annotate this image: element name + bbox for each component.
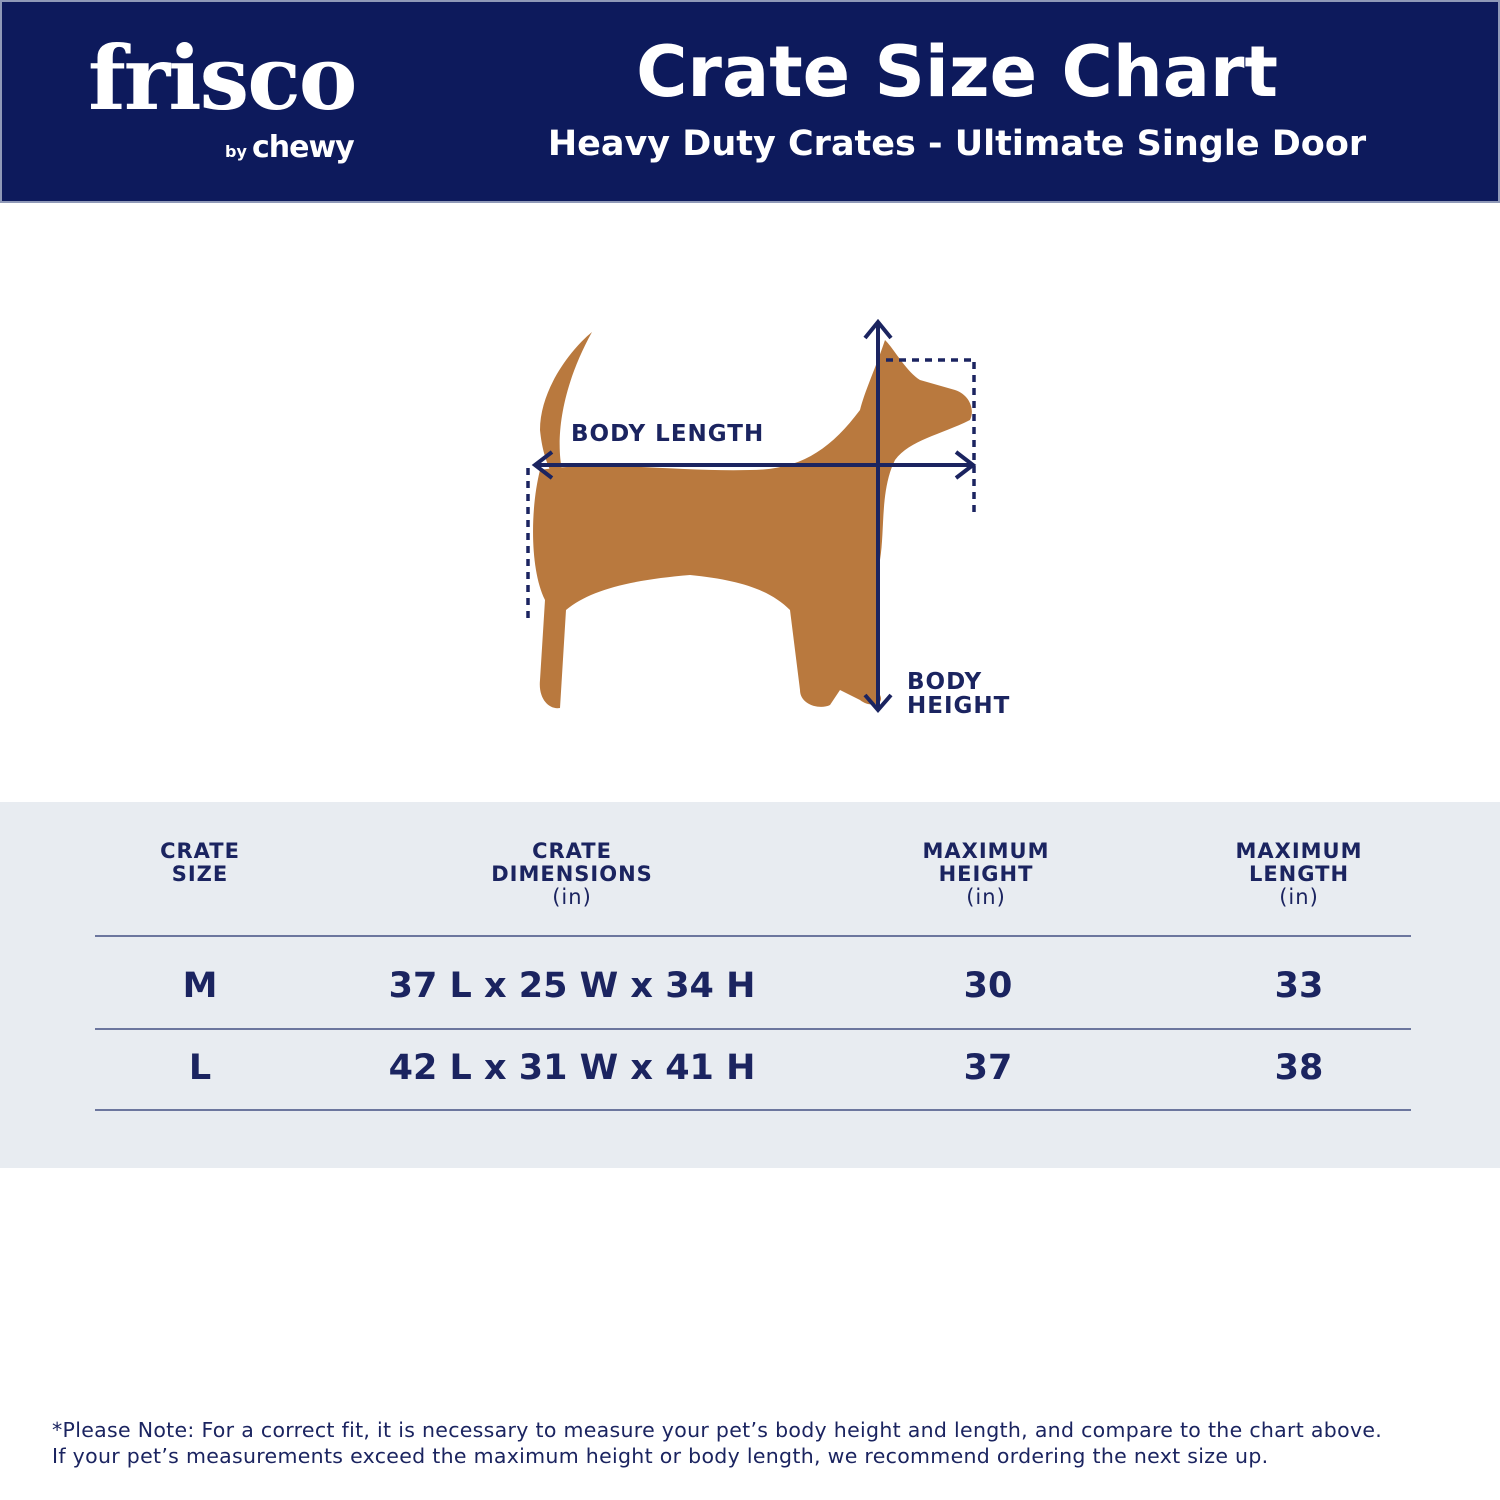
logo-by: by [225, 142, 247, 161]
cell-max-length: 38 [1274, 1048, 1324, 1088]
dog-measurement-figure: BODY LENGTH BODY HEIGHT [500, 310, 1040, 740]
cell-max-length: 33 [1274, 966, 1324, 1006]
frisco-logo: frisco by chewy [88, 26, 357, 165]
header-crate-dimensions: CRATE DIMENSIONS (in) [422, 840, 722, 909]
header-crate-size: CRATE SIZE [100, 840, 300, 886]
divider [95, 1109, 1411, 1111]
divider [95, 1028, 1411, 1030]
header-unit: (in) [1279, 885, 1319, 909]
header-line: LENGTH [1248, 862, 1350, 886]
dog-illustration [526, 318, 977, 714]
header-line: MAXIMUM [922, 839, 1050, 863]
cell-max-height: 30 [963, 966, 1013, 1006]
header-line: CRATE [532, 839, 612, 863]
cell-dimensions: 42 L x 31 W x 41 H [388, 1048, 756, 1088]
header-max-length: MAXIMUM LENGTH (in) [1199, 840, 1399, 909]
cell-dimensions: 37 L x 25 W x 34 H [388, 966, 756, 1006]
header-line: HEIGHT [938, 862, 1034, 886]
cell-size: M [182, 966, 218, 1006]
body-height-label-2: HEIGHT [907, 693, 1011, 719]
logo-brand: frisco [88, 26, 357, 130]
dog-body [533, 340, 972, 709]
page-title: Crate Size Chart [636, 31, 1278, 113]
cell-size: L [188, 1048, 212, 1088]
header-line: CRATE [160, 839, 240, 863]
page-subtitle: Heavy Duty Crates - Ultimate Single Door [547, 124, 1367, 164]
footnote-line: *Please Note: For a correct fit, it is n… [52, 1418, 1383, 1442]
header-max-height: MAXIMUM HEIGHT (in) [886, 840, 1086, 909]
header-line: MAXIMUM [1235, 839, 1363, 863]
body-length-label: BODY LENGTH [571, 421, 765, 447]
body-height-label-1: BODY [907, 669, 983, 695]
header-banner: frisco by chewy Crate Size Chart Heavy D… [0, 0, 1500, 203]
footnote-line: If your pet’s measurements exceed the ma… [52, 1444, 1269, 1468]
divider [95, 935, 1411, 937]
header-unit: (in) [552, 885, 592, 909]
size-table: CRATE SIZE CRATE DIMENSIONS (in) MAXIMUM… [0, 802, 1500, 1168]
dog-tail [540, 332, 592, 470]
cell-max-height: 37 [963, 1048, 1013, 1088]
header-line: DIMENSIONS [491, 862, 653, 886]
footnote: *Please Note: For a correct fit, it is n… [52, 1417, 1382, 1469]
logo-chewy: chewy [251, 130, 355, 165]
header-line: SIZE [171, 862, 229, 886]
header-unit: (in) [966, 885, 1006, 909]
